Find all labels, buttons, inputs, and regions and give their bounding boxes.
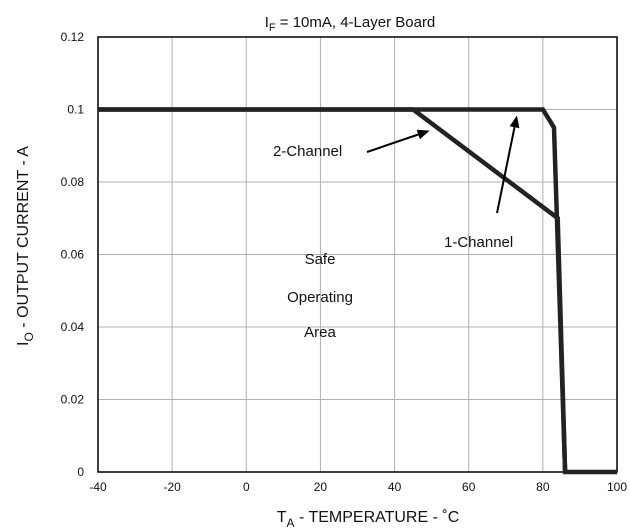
annotation-2-channel-arrow — [366, 133, 419, 153]
y-tick-label: 0.12 — [61, 30, 85, 44]
y-tick-label: 0.04 — [61, 320, 85, 334]
y-tick-label: 0 — [77, 465, 84, 479]
y-axis-title: IO - OUTPUT CURRENT - A — [15, 146, 36, 346]
x-axis-title: TA - TEMPERATURE - ˚C — [277, 509, 460, 530]
series-lines — [98, 107, 617, 475]
grid — [98, 37, 617, 472]
y-tick-label: 0.08 — [61, 175, 85, 189]
annotation-1-channel: 1-Channel — [444, 115, 520, 251]
x-tick-label: 20 — [314, 480, 328, 494]
x-tick-label: 0 — [243, 480, 250, 494]
x-tick-labels: -40 -20 0 20 40 60 80 100 — [89, 480, 627, 494]
annotation-1-channel-arrow — [496, 127, 516, 214]
annotation-1-channel-label: 1-Channel — [444, 234, 513, 251]
annotation-2-channel: 2-Channel — [273, 129, 430, 160]
series-line-2-channel — [98, 107, 568, 473]
x-tick-label: 60 — [462, 480, 476, 494]
y-tick-label: 0.06 — [61, 248, 85, 262]
y-tick-label: 0.1 — [67, 103, 84, 117]
region-label-line-2: Operating — [287, 289, 353, 306]
annotation-2-channel-arrowhead — [416, 129, 430, 140]
x-tick-label: -40 — [89, 480, 107, 494]
annotation-2-channel-label: 2-Channel — [273, 143, 342, 160]
x-tick-label: 80 — [536, 480, 550, 494]
x-tick-label: -20 — [163, 480, 181, 494]
plot-area-frame — [97, 36, 618, 473]
x-tick-label: 40 — [388, 480, 402, 494]
region-label: Safe Operating Area — [287, 251, 353, 341]
y-tick-labels: 0 0.02 0.04 0.06 0.08 0.1 0.12 — [61, 30, 85, 479]
y-tick-label: 0.02 — [61, 393, 85, 407]
annotation-1-channel-arrowhead — [509, 115, 520, 129]
series-line-1-channel — [98, 107, 617, 475]
region-label-line-3: Area — [304, 324, 336, 341]
x-tick-label: 100 — [607, 480, 627, 494]
chart-title: IF = 10mA, 4-Layer Board — [265, 14, 436, 34]
region-label-line-1: Safe — [305, 251, 336, 268]
